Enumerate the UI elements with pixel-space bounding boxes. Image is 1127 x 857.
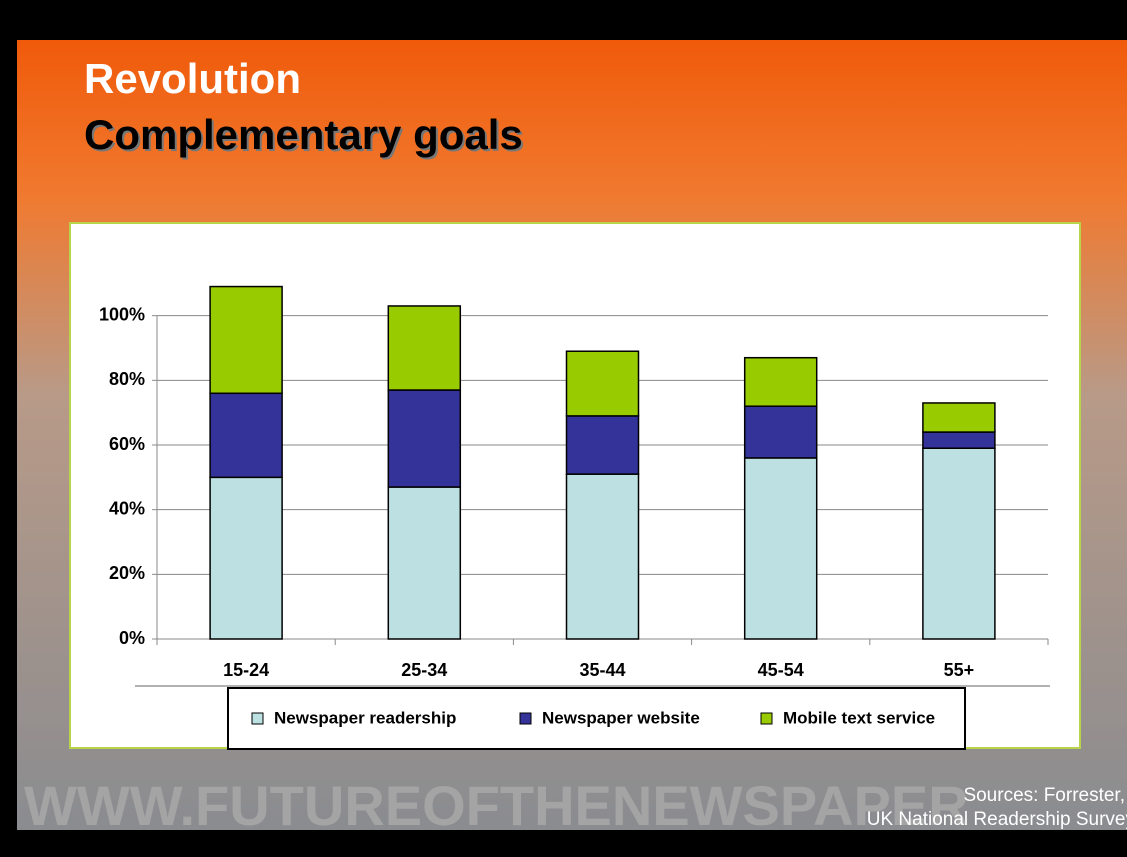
legend-swatch [761,713,772,724]
bar-segment [923,432,995,448]
slide-subtitle: Complementary goals [84,111,523,158]
bar-segment [388,390,460,487]
bar-segment [745,358,817,407]
bar-segment [567,474,639,639]
bar-segment [567,416,639,474]
legend-swatch [520,713,531,724]
legend-label: Mobile text service [783,708,935,727]
bar-segment [210,393,282,477]
bar-segment [923,403,995,432]
x-tick-label: 15-24 [223,660,269,680]
x-tick-label: 55+ [944,660,975,680]
y-tick-label: 60% [109,434,145,454]
y-tick-label: 40% [109,498,145,518]
bar-segment [210,477,282,639]
y-tick-label: 80% [109,369,145,389]
sources: UK National Readership Survey [867,809,1127,830]
y-tick-label: 20% [109,563,145,583]
bar-segment [745,406,817,458]
sources: Sources: Forrester, [963,785,1125,806]
legend-label: Newspaper website [542,708,700,727]
slide: Revolution Complementary goals Complemen… [0,0,1127,857]
bar-segment [388,306,460,390]
bar-segment [923,448,995,639]
y-tick-label: 100% [99,304,145,324]
bar-segment [745,458,817,639]
bar-segment [388,487,460,639]
slide-title: Revolution [84,55,301,102]
legend-swatch [252,713,263,724]
legend-label: Newspaper readership [274,708,456,727]
bar-segment [210,287,282,394]
watermark: WWW.FUTUREOFTHENEWSPAPER [24,774,969,837]
x-tick-label: 25-34 [401,660,447,680]
x-tick-label: 45-54 [758,660,804,680]
x-tick-label: 35-44 [579,660,625,680]
bar-segment [567,351,639,416]
y-tick-label: 0% [119,628,145,648]
